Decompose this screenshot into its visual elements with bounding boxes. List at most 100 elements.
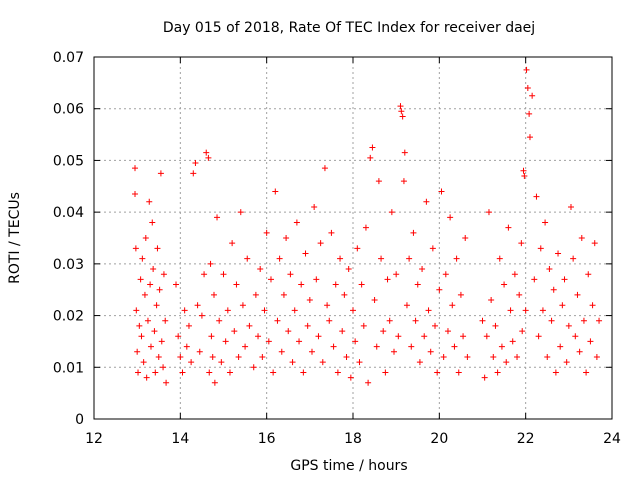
data-point [252, 291, 259, 298]
data-point [308, 348, 315, 355]
data-point [138, 333, 145, 340]
data-point [518, 240, 525, 247]
data-point [134, 348, 141, 355]
data-point [158, 338, 165, 345]
data-point [155, 353, 162, 360]
data-point [483, 333, 490, 340]
data-point [326, 317, 333, 324]
data-point [214, 214, 221, 221]
data-point [509, 338, 516, 345]
data-point [574, 291, 581, 298]
data-point [194, 302, 201, 309]
y-axis-label: ROTI / TECUs [7, 192, 23, 284]
data-point [567, 203, 574, 210]
data-point [485, 209, 492, 216]
data-point [496, 255, 503, 262]
data-point [425, 307, 432, 314]
data-point [539, 307, 546, 314]
data-point [293, 219, 300, 226]
data-point [276, 255, 283, 262]
data-point [306, 297, 313, 304]
data-point [133, 307, 140, 314]
data-point [311, 203, 318, 210]
data-point [160, 271, 167, 278]
data-point [233, 281, 240, 288]
y-tick-label: 0.05 [53, 153, 84, 169]
data-point [557, 343, 564, 350]
data-point [237, 209, 244, 216]
data-point [147, 343, 154, 350]
data-point [578, 235, 585, 241]
data-point [289, 359, 296, 366]
data-point [393, 271, 400, 278]
data-point [265, 338, 272, 345]
data-point [416, 359, 423, 366]
data-point [492, 322, 499, 329]
data-point [444, 328, 451, 335]
data-point [224, 307, 231, 314]
data-point [414, 281, 421, 288]
data-point [198, 312, 205, 319]
data-point [141, 291, 148, 298]
chart-title: Day 015 of 2018, Rate Of TEC Index for r… [163, 20, 535, 36]
data-point [520, 167, 527, 174]
data-point [451, 343, 458, 350]
data-point [552, 369, 559, 376]
data-point [436, 286, 443, 293]
data-point [550, 286, 557, 293]
data-point [373, 343, 380, 350]
data-point [332, 281, 339, 288]
data-point [565, 322, 572, 329]
x-tick-label: 24 [603, 431, 621, 447]
data-point [591, 240, 598, 247]
data-point [321, 165, 328, 172]
data-point [507, 307, 514, 314]
data-point [201, 271, 208, 278]
data-point [511, 271, 518, 278]
data-point [440, 353, 447, 360]
data-point [341, 291, 348, 298]
data-point [222, 338, 229, 345]
data-point [412, 317, 419, 324]
data-point [181, 307, 188, 314]
data-point [526, 110, 533, 117]
data-point [136, 322, 143, 329]
data-point [270, 369, 277, 376]
data-point [208, 333, 215, 340]
data-point [380, 328, 387, 335]
data-point [570, 255, 577, 262]
data-point [160, 364, 167, 371]
data-point [535, 333, 542, 340]
data-point [246, 322, 253, 329]
data-point [457, 291, 464, 298]
x-tick-label: 14 [171, 431, 189, 447]
data-point [386, 317, 393, 324]
data-point [548, 317, 555, 324]
data-point [516, 291, 523, 298]
data-point [192, 160, 199, 167]
y-axis-ticks: 0 0.01 0.02 0.03 0.04 0.05 0.06 0.07 [53, 50, 612, 428]
data-point [156, 286, 163, 293]
data-point [216, 317, 223, 324]
data-point [226, 369, 233, 376]
data-point [371, 297, 378, 304]
data-point [261, 307, 268, 314]
data-point [152, 369, 159, 376]
data-point [401, 149, 408, 156]
data-point [304, 322, 311, 329]
data-point [438, 188, 445, 195]
data-points [132, 66, 603, 386]
data-point [339, 328, 346, 335]
data-point [143, 374, 150, 381]
data-point [330, 343, 337, 350]
data-point [563, 359, 570, 366]
data-point [479, 317, 486, 324]
data-point [378, 255, 385, 262]
data-point [154, 245, 161, 252]
data-point [352, 338, 359, 345]
data-point [163, 379, 170, 386]
data-point [328, 229, 335, 236]
data-point [419, 266, 426, 273]
data-point [162, 317, 169, 324]
y-tick-label: 0.03 [53, 257, 84, 273]
